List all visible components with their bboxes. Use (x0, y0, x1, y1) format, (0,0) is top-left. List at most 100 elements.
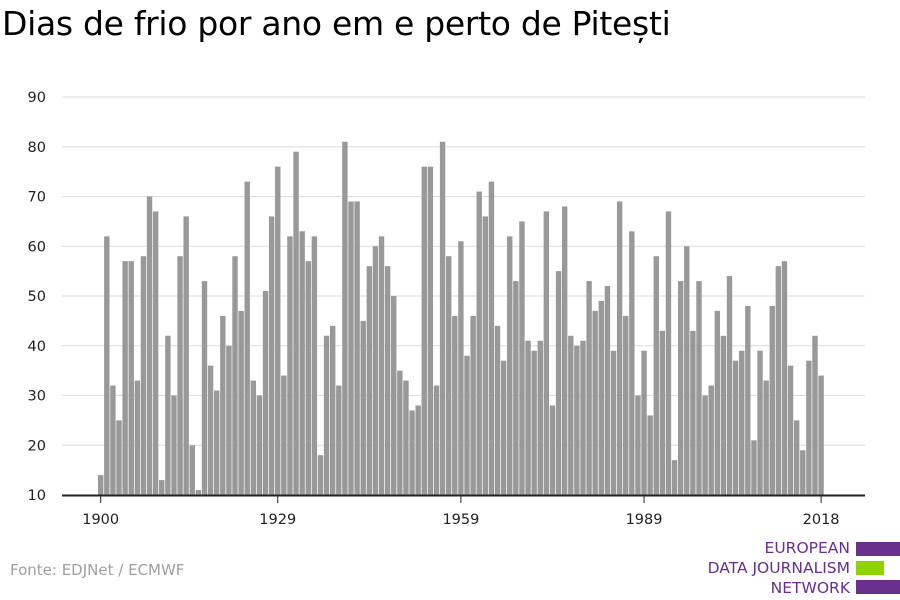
logo-bar-top (856, 542, 900, 556)
bar (262, 291, 269, 495)
bar (568, 335, 574, 495)
bar (787, 365, 794, 495)
source-note: Fonte: EDJNet / ECMWF (10, 561, 185, 579)
bar (311, 236, 318, 496)
bar (482, 216, 489, 495)
x-axis: 1900 1929 1959 1989 2018 (62, 494, 865, 528)
bar (281, 375, 287, 495)
bar (549, 405, 556, 495)
x-tick-label: 1929 (259, 512, 296, 528)
bar (720, 335, 727, 495)
bar (604, 286, 611, 495)
bar (122, 261, 128, 495)
bar (110, 385, 116, 495)
bar (439, 141, 446, 495)
bar (543, 211, 550, 495)
bar (159, 480, 165, 495)
logo-line-2: DATA JOURNALISM (707, 559, 850, 577)
bar (537, 340, 543, 495)
bar (378, 236, 385, 496)
x-tick-label: 2018 (803, 512, 840, 528)
bar (525, 340, 531, 495)
bar (702, 395, 708, 495)
bar (177, 256, 183, 495)
bar (616, 201, 623, 495)
bar (818, 375, 824, 495)
x-tick-label: 1900 (82, 512, 119, 528)
bar (360, 320, 366, 496)
bar (317, 455, 324, 495)
logo-bars-icon (856, 540, 900, 598)
bar (677, 281, 684, 495)
bar (250, 380, 257, 495)
bar (708, 385, 714, 495)
bar (745, 305, 751, 495)
bar (653, 256, 659, 495)
y-tick-label: 90 (28, 90, 46, 106)
bar (415, 405, 421, 495)
bar (812, 335, 818, 495)
bar (513, 281, 519, 495)
bar (476, 191, 482, 495)
bar (140, 256, 147, 495)
bar (329, 325, 336, 495)
bar (427, 166, 434, 495)
bar (684, 246, 690, 495)
bar (647, 415, 653, 495)
bar (757, 350, 763, 495)
bar (519, 221, 525, 496)
bar (635, 395, 641, 495)
chart-title: Dias de frio por ano em e perto de Piteș… (2, 4, 671, 43)
bar (171, 395, 177, 495)
bar (342, 141, 348, 495)
bar (555, 271, 562, 496)
bar (671, 460, 678, 495)
bar (165, 335, 171, 495)
bar (445, 256, 452, 495)
bar (751, 440, 757, 495)
bar (561, 206, 568, 495)
bar (238, 310, 244, 495)
bars (98, 141, 824, 496)
bar (488, 181, 495, 495)
bar (201, 281, 208, 495)
bar (98, 475, 104, 495)
bar (781, 261, 788, 495)
bar (348, 201, 354, 495)
logo-bar-middle (856, 561, 884, 575)
bar (397, 370, 403, 496)
bar (641, 350, 647, 495)
bar (323, 335, 330, 495)
bar (152, 211, 159, 495)
bar (574, 345, 580, 495)
bar (195, 490, 202, 495)
bar (287, 236, 293, 496)
bar (391, 296, 397, 495)
bar (690, 330, 696, 495)
bar (268, 216, 275, 495)
bar (409, 410, 415, 495)
bar (128, 261, 134, 495)
bar (586, 281, 592, 495)
edjnet-logo: EUROPEAN DATA JOURNALISM NETWORK (700, 538, 900, 600)
bar (464, 355, 470, 495)
y-tick-label: 40 (28, 339, 46, 355)
bar (665, 211, 672, 495)
bar (372, 246, 379, 495)
bar (403, 380, 409, 495)
bar (592, 310, 598, 495)
bar (610, 350, 617, 495)
bar (256, 395, 263, 495)
bar (134, 380, 141, 495)
bar (421, 166, 427, 495)
bar (494, 325, 501, 495)
y-tick-label: 20 (28, 438, 46, 454)
bar (793, 420, 800, 496)
bar (214, 390, 220, 495)
bar (146, 196, 153, 495)
y-tick-label: 60 (28, 239, 46, 255)
bar (433, 385, 440, 495)
bar (507, 236, 513, 496)
bar (659, 330, 666, 495)
